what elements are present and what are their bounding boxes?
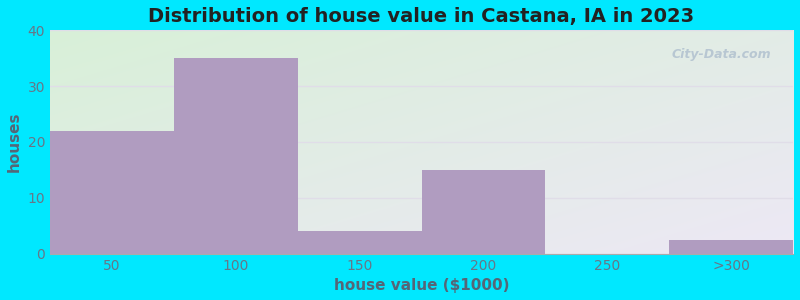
Bar	[670, 240, 793, 254]
Bar	[50, 131, 174, 254]
Bar	[298, 231, 422, 254]
Bar	[174, 58, 298, 254]
Title: Distribution of house value in Castana, IA in 2023: Distribution of house value in Castana, …	[149, 7, 694, 26]
Bar	[422, 170, 546, 254]
Y-axis label: houses: houses	[7, 112, 22, 172]
Text: City-Data.com: City-Data.com	[671, 48, 770, 61]
X-axis label: house value ($1000): house value ($1000)	[334, 278, 510, 293]
